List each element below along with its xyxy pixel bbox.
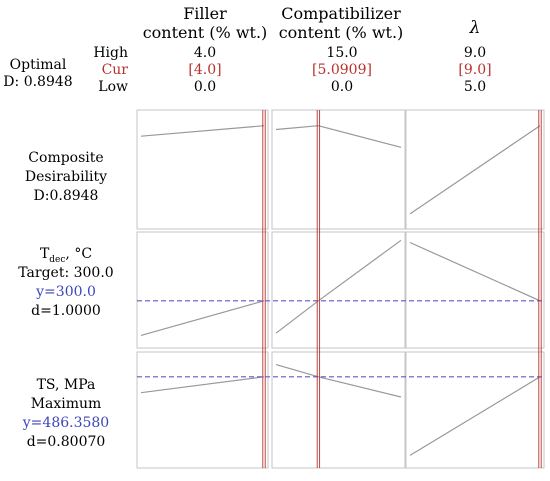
response-3-line2: Maximum [30,396,102,412]
response-curve-r2-c3 [409,241,541,302]
response-curve-r1-c2 [275,125,402,148]
response-curve-r2-c1 [140,300,265,336]
panel-frame-r2-c1 [136,231,269,349]
factor-1-name-line1: Filler [183,4,227,23]
response-curve-r3-c1 [140,376,265,394]
panel-frame-r3-c3 [405,351,545,469]
response-2-line3: y=300.0 [36,284,96,300]
response-3-line3: y=486.3580 [22,415,110,431]
factor-2-low: 0.0 [330,79,354,95]
factor-3-low: 5.0 [463,79,487,95]
factor-3-name: λ [469,18,481,38]
response-1-line3: D:0.8948 [33,188,99,204]
optimal-desirability: D: 0.8948 [3,74,73,90]
factor-1-name-line2: content (% wt.) [142,23,268,42]
response-2-line1: Tdec, °C [39,246,93,265]
cur-row-label: Cur [101,62,128,78]
factor-3-high: 9.0 [463,45,487,61]
panel-frame-r3-c2 [271,351,406,469]
panel-frame-r1-c2 [271,109,406,230]
low-row-label: Low [98,79,128,95]
response-curve-r1-c3 [409,125,541,215]
response-3-line4: d=0.80070 [26,434,106,450]
response-curve-r3-c3 [409,376,541,456]
response-1-line1: Composite [28,150,104,166]
high-row-label: High [93,45,128,61]
factor-1-high: 4.0 [193,45,217,61]
panel-frame-r3-c1 [136,351,269,469]
factor-2-name-line1: Compatibilizer [281,4,401,23]
panel-frame-r2-c2 [271,231,406,349]
factor-2-name-line2: content (% wt.) [278,23,404,42]
panel-frame-r1-c3 [405,109,545,230]
response-2-line2: Target: 300.0 [18,265,114,281]
factor-2-high: 15.0 [326,45,358,61]
panel-frame-r1-c1 [136,109,269,230]
response-1-line2: Desirability [24,169,108,185]
factor-2-current: [5.0909] [312,62,372,78]
response-curve-r2-c2 [275,239,402,334]
factor-1-current: [4.0] [188,62,222,78]
response-curve-r3-c2 [275,364,402,398]
panel-frame-r2-c3 [405,231,545,349]
optimal-label: Optimal [9,57,67,73]
response-2-line4: d=1.0000 [31,303,101,319]
factor-1-low: 0.0 [193,79,217,95]
factor-3-current: [9.0] [458,62,492,78]
response-3-line1: TS, MPa [36,377,96,393]
response-curve-r1-c1 [140,125,265,137]
